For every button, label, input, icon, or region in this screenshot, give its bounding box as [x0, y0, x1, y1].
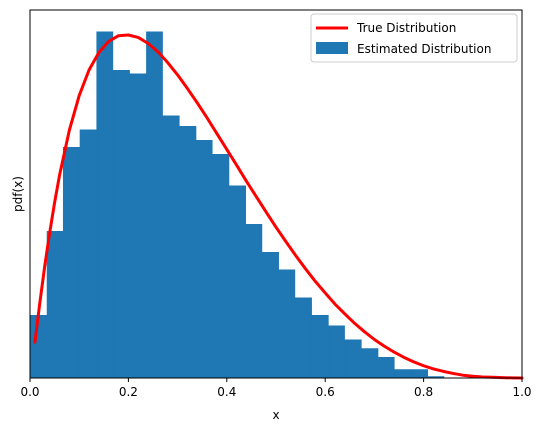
histogram-bar: [162, 115, 180, 378]
legend-box: [310, 13, 518, 63]
legend-label-estimated-distribution: Estimated Distribution: [357, 42, 491, 56]
x-axis-ticks: 0.0 0.2 0.4 0.6 0.8 1.0: [20, 378, 532, 399]
histogram-bar: [245, 224, 263, 378]
histogram-bar: [427, 376, 445, 378]
x-tick-label: 0.2: [119, 385, 138, 399]
histogram-bar: [30, 315, 48, 378]
histogram-bar: [179, 126, 197, 378]
y-axis-label: pdf(x): [11, 176, 25, 212]
histogram-bar: [361, 348, 379, 378]
histogram-bar: [46, 231, 64, 378]
histogram-bar: [79, 129, 97, 378]
x-tick-label: 0.6: [316, 385, 335, 399]
histogram-bar: [394, 369, 412, 378]
histogram-bar: [129, 73, 147, 378]
legend: True Distribution Estimated Distribution: [310, 13, 518, 63]
plot-frame: [29, 9, 523, 379]
histogram-bar: [212, 154, 230, 378]
histogram-bar: [228, 185, 246, 378]
x-tick-label: 0.4: [217, 385, 236, 399]
histogram-bar: [195, 140, 213, 378]
true-distribution-line: [33, 33, 524, 380]
histogram-bar: [112, 70, 130, 378]
x-tick-label: 0.0: [20, 385, 39, 399]
histogram-bar: [261, 252, 279, 378]
x-tick-label: 0.8: [414, 385, 433, 399]
histogram-bar: [294, 297, 312, 378]
legend-swatch-estimated-distribution: [316, 42, 348, 54]
histogram-bar: [344, 339, 362, 378]
histogram-bar: [328, 325, 345, 378]
histogram-bar: [96, 31, 114, 378]
histogram-bars: [30, 31, 445, 378]
histogram-bar: [278, 269, 296, 378]
x-axis-label: x: [272, 408, 279, 422]
x-tick-label: 1.0: [512, 385, 531, 399]
histogram-bar: [146, 31, 163, 378]
histogram-bar: [62, 147, 81, 378]
legend-label-true-distribution: True Distribution: [356, 21, 456, 35]
histogram-bar: [311, 315, 329, 378]
histogram-bar: [410, 369, 429, 378]
histogram-bar: [377, 357, 395, 378]
